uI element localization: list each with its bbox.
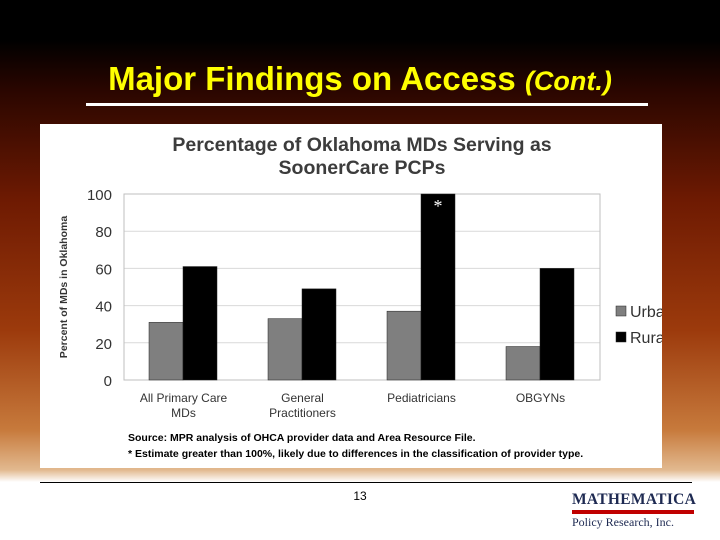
y-tick-label: 60 xyxy=(95,261,112,278)
bar-rural xyxy=(539,268,575,381)
legend-label: Rural xyxy=(630,330,662,347)
bar-chart: 0 20 40 60 80 100 Percent of MDs in Oklahoma Al… xyxy=(58,187,662,420)
title-underline xyxy=(86,103,648,106)
bar-urban xyxy=(386,310,422,381)
bar-annotation: * xyxy=(434,196,443,216)
category-label: Pediatricians xyxy=(387,391,456,405)
logo-tagline: Policy Research, Inc. xyxy=(572,515,674,529)
y-tick-label: 100 xyxy=(87,187,112,204)
logo-wordmark: MATHEMATICA xyxy=(572,491,697,508)
category-label: General xyxy=(281,391,324,405)
category-label: Practitioners xyxy=(269,406,336,420)
source-note: Source: MPR analysis of OHCA provider da… xyxy=(128,432,476,444)
category-label: All Primary Care xyxy=(140,391,228,405)
legend-swatch-rural xyxy=(615,331,627,343)
logo-bar xyxy=(572,510,694,514)
y-tick-label: 0 xyxy=(104,373,112,390)
y-tick-label: 20 xyxy=(95,336,112,353)
slide-title: Major Findings on Access (Cont.) xyxy=(0,60,720,98)
category-label: OBGYNs xyxy=(516,391,565,405)
chart-panel: Percentage of Oklahoma MDs Serving as So… xyxy=(40,124,662,468)
bar-rural xyxy=(420,193,456,381)
page-number: 13 xyxy=(353,489,367,503)
bar-rural xyxy=(301,288,337,381)
y-axis-label: Percent of MDs in Oklahoma xyxy=(58,216,70,359)
plot-frame xyxy=(123,193,601,381)
slide-title-suffix: (Cont.) xyxy=(524,66,612,96)
bar-urban xyxy=(267,318,303,381)
chart-title-line-1: Percentage of Oklahoma MDs Serving as xyxy=(172,134,552,156)
bar-urban xyxy=(505,346,541,381)
y-tick-label: 80 xyxy=(95,224,112,241)
footnote: * Estimate greater than 100%, likely due… xyxy=(128,448,584,460)
legend-label: Urban xyxy=(630,304,662,321)
bar-urban xyxy=(148,322,184,381)
mathematica-logo: MATHEMATICA Policy Research, Inc. xyxy=(572,491,696,531)
footer-divider xyxy=(40,482,692,483)
chart-title-line-2: SoonerCare PCPs xyxy=(278,157,446,179)
slide-title-main: Major Findings on Access xyxy=(108,60,516,97)
bar-rural xyxy=(182,266,218,381)
legend-swatch-urban xyxy=(615,305,627,317)
chart-title: Percentage of Oklahoma MDs Serving as So… xyxy=(152,134,572,180)
y-tick-label: 40 xyxy=(95,299,112,316)
category-label: MDs xyxy=(171,406,196,420)
